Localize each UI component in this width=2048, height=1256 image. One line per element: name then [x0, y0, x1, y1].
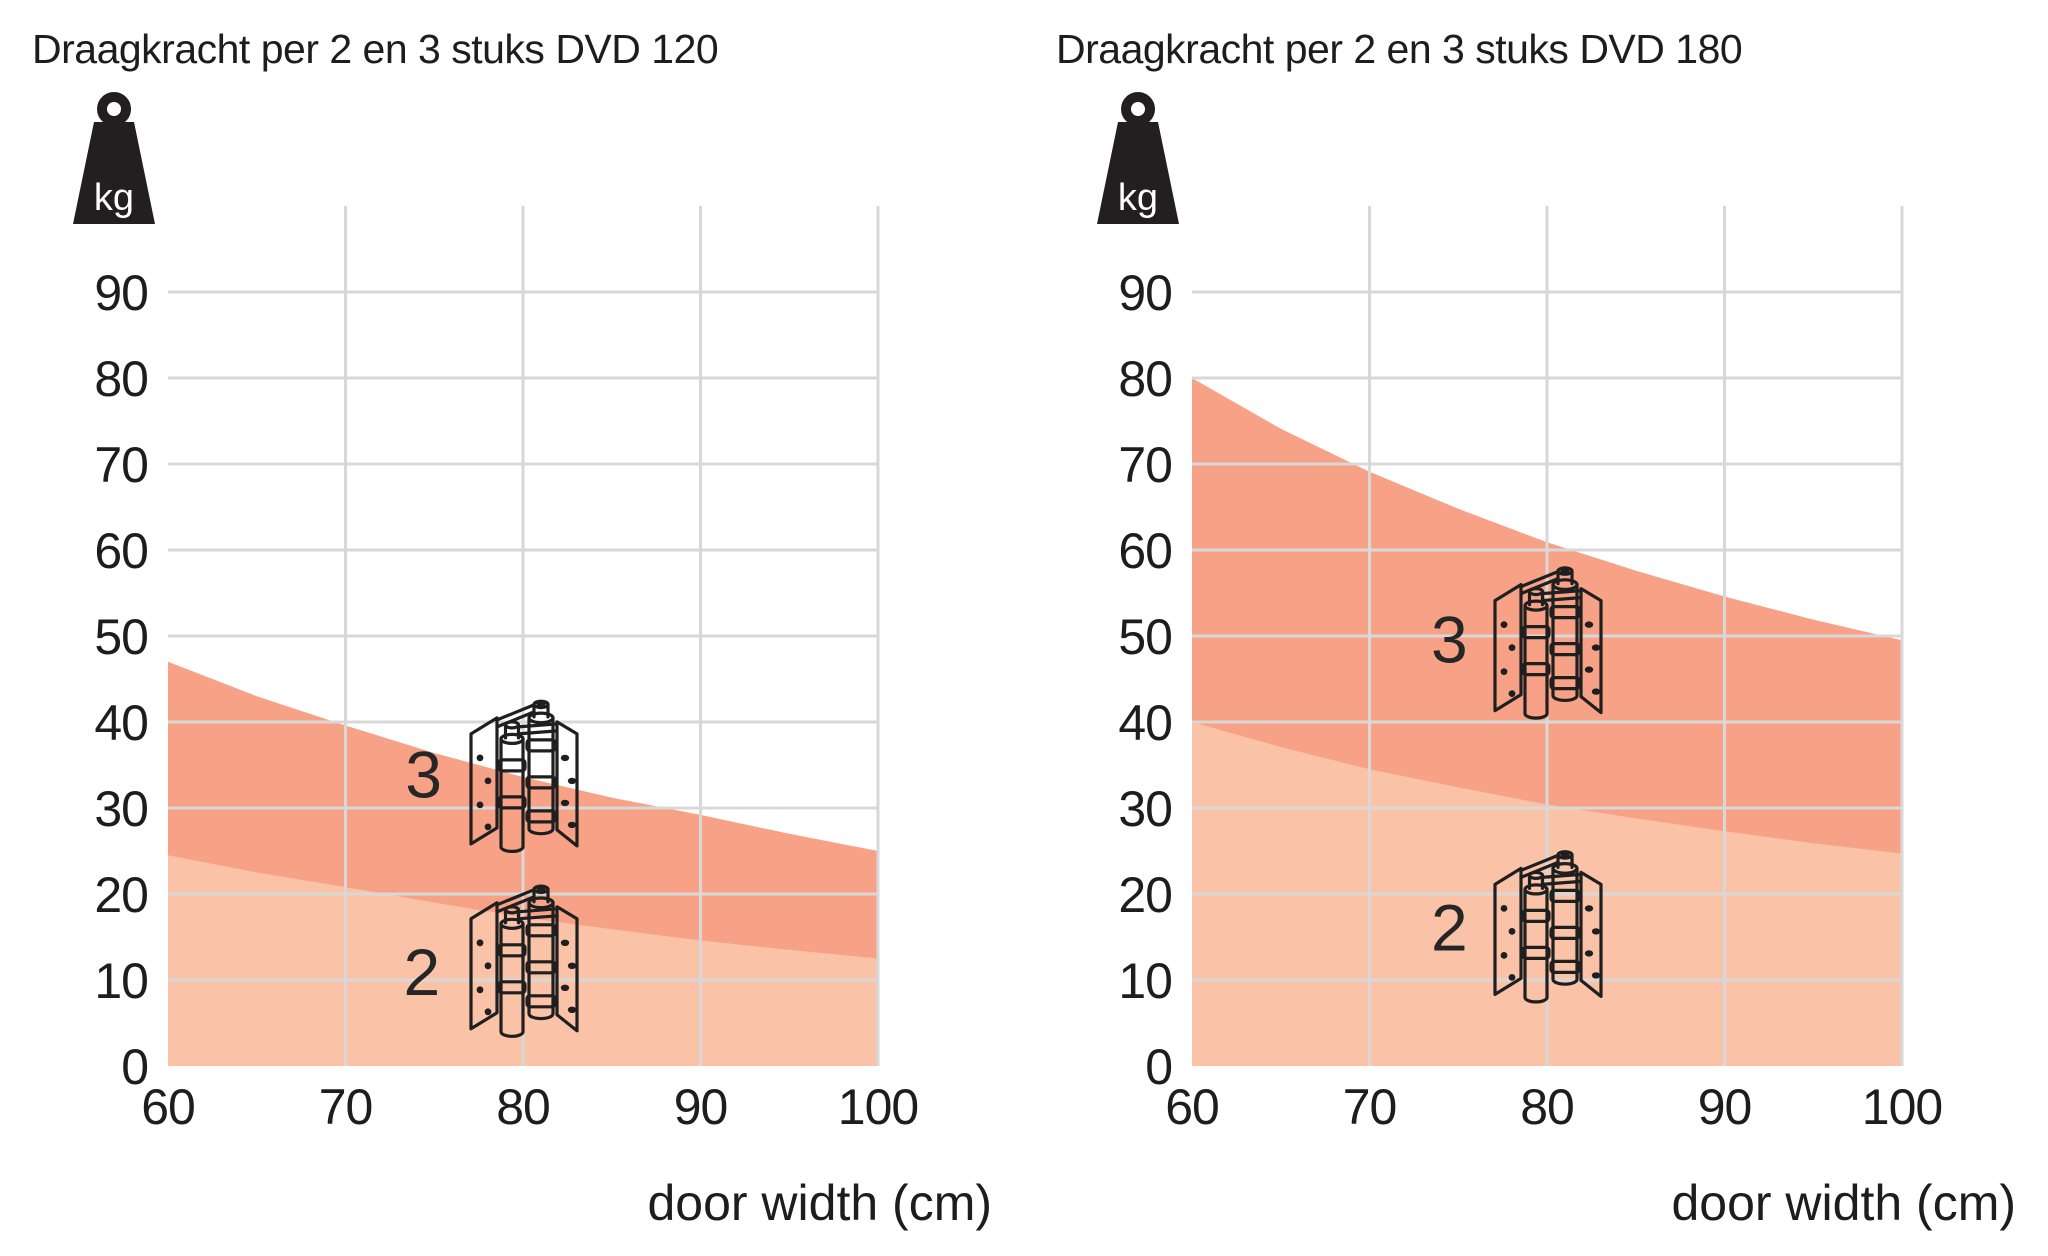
chart-dvd-180: 0 10 20 30 40 50 60 70 80 90 60 70 80 90 100 3 2 Draagkr… — [1024, 0, 2048, 1256]
y-tick-60: 60 — [94, 523, 148, 579]
y-tick-70: 70 — [94, 437, 148, 493]
x-tick-100: 100 — [838, 1079, 918, 1135]
y-tick-10: 10 — [1118, 953, 1172, 1009]
y-tick-40: 40 — [94, 695, 148, 751]
x-tick-labels: 60 70 80 90 100 — [141, 1079, 919, 1135]
y-tick-0: 0 — [121, 1039, 148, 1095]
x-tick-labels: 60 70 80 90 100 — [1165, 1079, 1943, 1135]
y-tick-labels: 0 10 20 30 40 50 60 70 80 90 — [1118, 265, 1173, 1095]
x-axis-title: door width (cm) — [1671, 1175, 2016, 1231]
x-tick-80: 80 — [496, 1079, 550, 1135]
kg-weight-icon — [1097, 97, 1179, 224]
y-tick-30: 30 — [1118, 781, 1172, 837]
y-tick-60: 60 — [1118, 523, 1172, 579]
x-tick-80: 80 — [1520, 1079, 1574, 1135]
x-tick-60: 60 — [141, 1079, 195, 1135]
y-tick-80: 80 — [1118, 351, 1172, 407]
y-tick-40: 40 — [1118, 695, 1172, 751]
label-2-hinges: 2 — [403, 935, 440, 1009]
x-tick-70: 70 — [1343, 1079, 1397, 1135]
chart-canvas-dvd-180: 0 10 20 30 40 50 60 70 80 90 60 70 80 90 100 3 2 — [1024, 0, 1943, 1135]
chart-title: Draagkracht per 2 en 3 stuks DVD 120 — [32, 26, 719, 72]
y-tick-70: 70 — [1118, 437, 1172, 493]
x-tick-90: 90 — [674, 1079, 728, 1135]
x-tick-60: 60 — [1165, 1079, 1219, 1135]
y-tick-80: 80 — [94, 351, 148, 407]
plot: 0 10 20 30 40 50 60 70 80 90 60 70 80 90 100 3 2 — [73, 97, 919, 1135]
y-tick-0: 0 — [1145, 1039, 1172, 1095]
y-tick-90: 90 — [94, 265, 148, 321]
label-3-hinges: 3 — [405, 737, 442, 811]
chart-title: Draagkracht per 2 en 3 stuks DVD 180 — [1056, 26, 1743, 72]
y-tick-30: 30 — [94, 781, 148, 837]
x-axis-title: door width (cm) — [647, 1175, 992, 1231]
x-tick-70: 70 — [319, 1079, 373, 1135]
y-tick-labels: 0 10 20 30 40 50 60 70 80 90 — [94, 265, 149, 1095]
chart-canvas-dvd-120: 0 10 20 30 40 50 60 70 80 90 60 70 80 90 100 3 2 — [0, 0, 919, 1135]
y-tick-20: 20 — [94, 867, 148, 923]
chart-dvd-120: 0 10 20 30 40 50 60 70 80 90 60 70 80 90 100 3 2 Draagkr… — [0, 0, 992, 1231]
y-tick-50: 50 — [94, 609, 148, 665]
y-tick-50: 50 — [1118, 609, 1172, 665]
label-2-hinges: 2 — [1431, 890, 1468, 964]
y-tick-90: 90 — [1118, 265, 1172, 321]
kg-weight-icon — [73, 97, 155, 224]
plot: 0 10 20 30 40 50 60 70 80 90 60 70 80 90 100 3 2 — [1097, 97, 1943, 1135]
y-tick-20: 20 — [1118, 867, 1172, 923]
y-tick-10: 10 — [94, 953, 148, 1009]
label-3-hinges: 3 — [1431, 602, 1468, 676]
x-tick-90: 90 — [1698, 1079, 1752, 1135]
x-tick-100: 100 — [1862, 1079, 1942, 1135]
